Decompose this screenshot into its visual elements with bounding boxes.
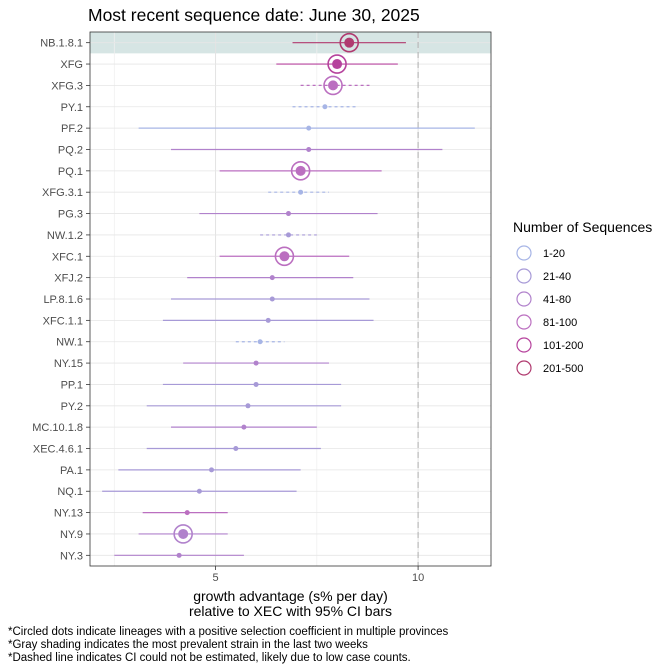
point-marker	[328, 80, 339, 91]
y-tick-label: NB.1.8.1	[40, 38, 83, 50]
selection-ring	[323, 75, 343, 96]
y-tick-label: XFG.3.1	[42, 187, 83, 199]
point-marker	[322, 104, 328, 110]
y-tick-label: PY.2	[61, 401, 83, 413]
x-tick-label: 10	[412, 572, 424, 584]
point-marker	[196, 488, 202, 494]
point-marker	[253, 360, 259, 366]
legend-key	[516, 360, 532, 376]
y-tick-label: NY.13	[54, 508, 83, 520]
y-tick-label: XFG.3	[51, 80, 83, 92]
legend-label: 201-500	[543, 363, 583, 375]
y-tick-label: XFJ.2	[54, 273, 83, 285]
y-tick-label: PP.1	[61, 379, 83, 391]
legend-label: 81-100	[543, 317, 577, 329]
y-tick-label: PF.2	[61, 123, 83, 135]
legend-key	[516, 291, 532, 307]
selection-ring	[339, 32, 360, 53]
legend-label: 1-20	[543, 248, 565, 260]
point-marker	[269, 275, 275, 281]
selection-ring	[274, 246, 295, 267]
legend-key	[516, 314, 532, 330]
legend-key	[516, 268, 532, 284]
point-marker	[209, 467, 215, 473]
selection-ring	[290, 161, 311, 181]
point-marker	[295, 165, 306, 176]
y-tick-label: NW.1.2	[47, 230, 83, 242]
chart-title: Most recent sequence date: June 30, 2025	[88, 5, 420, 25]
footnote-shading: *Gray shading indicates the most prevale…	[8, 639, 368, 651]
legend-key	[516, 337, 532, 353]
point-marker	[344, 37, 355, 48]
x-axis-label: growth advantage (s% per day)	[193, 588, 388, 604]
point-marker	[253, 381, 259, 387]
footnote-dashed: *Dashed line indicates CI could not be e…	[8, 652, 411, 664]
y-tick-label: PY.1	[61, 102, 83, 114]
y-tick-label: PQ.1	[58, 166, 83, 178]
point-marker	[178, 528, 189, 539]
y-tick-label: PG.3	[58, 209, 83, 221]
point-marker	[241, 424, 247, 430]
y-tick-label: NY.9	[60, 529, 83, 541]
footnote-circled: *Circled dots indicate lineages with a p…	[8, 626, 449, 638]
y-tick-label: PQ.2	[58, 144, 83, 156]
y-tick-label: NY.3	[60, 550, 83, 562]
point-marker	[285, 232, 291, 238]
x-tick-label: 5	[213, 572, 219, 584]
legend-title: Number of Sequences	[513, 219, 652, 235]
legend-label: 101-200	[543, 340, 583, 352]
y-tick-label: NQ.1	[57, 486, 83, 498]
y-tick-label: MC.10.1.8	[32, 422, 83, 434]
point-marker	[245, 403, 251, 409]
point-marker	[306, 146, 312, 152]
y-tick-label: LP.8.1.6	[43, 294, 83, 306]
y-tick-label: XFG	[60, 59, 83, 71]
selection-ring	[327, 54, 347, 74]
y-tick-label: XFC.1	[52, 251, 83, 263]
y-tick-label: XEC.4.6.1	[33, 444, 83, 456]
point-marker	[298, 189, 304, 195]
y-tick-label: XFC.1.1	[43, 315, 83, 327]
point-marker	[257, 339, 263, 345]
point-marker	[184, 510, 190, 516]
legend-key	[516, 245, 532, 261]
point-marker	[265, 317, 271, 323]
point-marker	[279, 251, 290, 262]
point-marker	[332, 59, 343, 70]
y-tick-label: NY.15	[54, 358, 83, 370]
x-axis-label-line2: relative to XEC with 95% CI bars	[189, 603, 392, 619]
point-marker	[176, 552, 182, 558]
point-marker	[269, 296, 275, 302]
selection-ring	[173, 524, 193, 544]
chart-svg: Most recent sequence date: June 30, 2025…	[32, 5, 652, 619]
legend-label: 21-40	[543, 271, 571, 283]
point-marker	[306, 125, 312, 131]
point-marker	[233, 446, 239, 452]
y-tick-label: PA.1	[60, 465, 83, 477]
point-marker	[285, 211, 291, 217]
y-tick-label: NW.1	[56, 337, 83, 349]
legend-label: 41-80	[543, 294, 571, 306]
